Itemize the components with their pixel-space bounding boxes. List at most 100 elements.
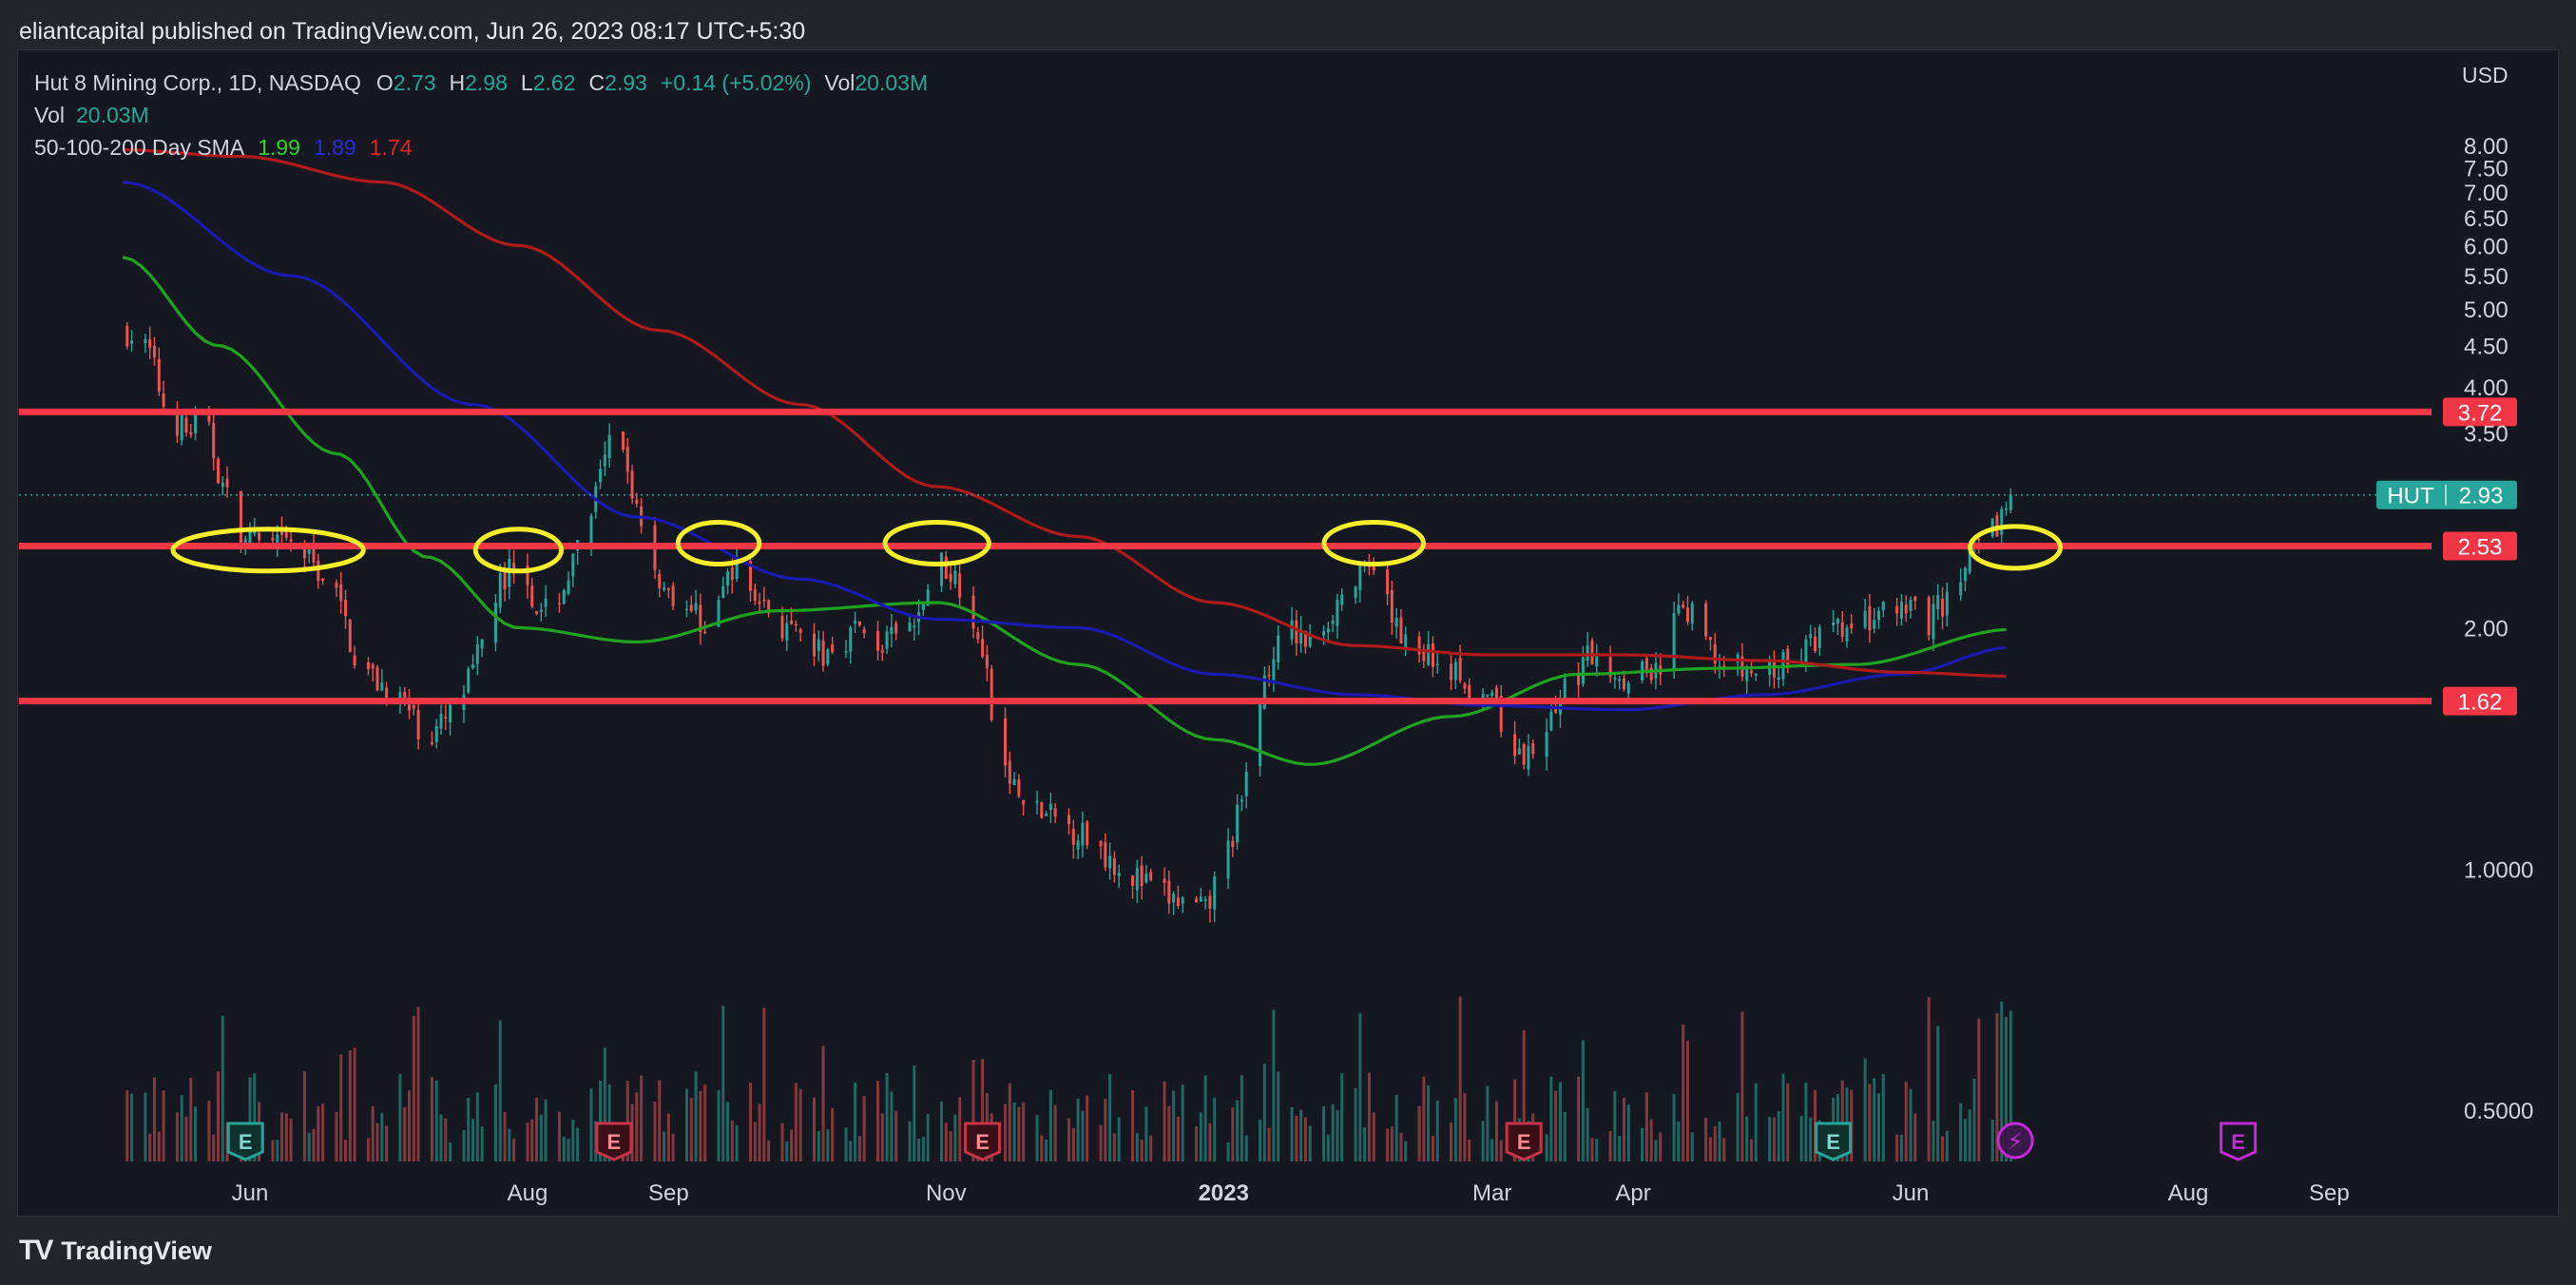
candle-body	[398, 692, 402, 702]
level-price-tag	[2443, 686, 2517, 716]
volume-bar	[971, 1060, 975, 1161]
candle-body	[1618, 679, 1622, 681]
tradingview-logo[interactable]: TV TradingView	[19, 1235, 212, 1267]
candle-body	[1850, 623, 1854, 629]
candle-body	[976, 632, 980, 640]
candle-body	[162, 393, 165, 407]
candle-body	[1048, 803, 1052, 810]
publication-bar: eliantcapital published on TradingView.c…	[0, 0, 2576, 63]
volume-bar	[1868, 1084, 1872, 1161]
volume-bar	[539, 1114, 543, 1161]
candle-body	[366, 662, 370, 670]
volume-bar	[1236, 1100, 1240, 1161]
candle-body	[375, 667, 379, 691]
candle-body	[699, 604, 702, 632]
y-axis-tick-label: 4.00	[2464, 375, 2509, 401]
volume-bar	[1354, 1087, 1357, 1161]
volume-bar	[348, 1050, 352, 1161]
volume-bar	[562, 1137, 566, 1161]
volume-bar	[1181, 1084, 1184, 1161]
volume-bar	[1012, 1103, 1016, 1161]
volume-bar	[1017, 1106, 1021, 1161]
candle-body	[258, 532, 261, 541]
volume-bar	[953, 1114, 957, 1161]
volume-bar	[557, 1111, 561, 1161]
volume-bar	[194, 1106, 198, 1161]
sma-indicator-label[interactable]: 50-100-200 Day SMA	[34, 135, 245, 160]
candle-body	[817, 639, 820, 652]
candle-body	[1086, 821, 1089, 846]
volume-bar	[1704, 1118, 1708, 1161]
volume-bar	[1272, 1009, 1276, 1161]
volume-bar	[1863, 1058, 1867, 1161]
volume-bar	[2009, 1010, 2012, 1161]
candle-body	[344, 600, 348, 617]
candle-body	[1736, 654, 1740, 662]
volume-bar	[1972, 1078, 1976, 1161]
volume-bar	[371, 1105, 375, 1161]
candle-body	[2000, 508, 2004, 535]
last-price-tag	[2376, 480, 2517, 509]
volume-bar	[1618, 1136, 1622, 1161]
level-price-tag	[2443, 531, 2517, 561]
candle-body	[1390, 589, 1394, 623]
volume-bar	[471, 1119, 475, 1161]
volume-bar	[694, 1071, 698, 1161]
candle-body	[317, 561, 320, 582]
volume-bar	[1040, 1135, 1044, 1161]
volume-bar	[603, 1047, 606, 1161]
candle-body	[276, 534, 279, 545]
volume-bar	[366, 1138, 370, 1161]
annotation-ellipse	[675, 520, 762, 567]
close-label: C	[588, 70, 606, 95]
candle-body	[1754, 673, 1758, 676]
candle-body	[1417, 636, 1421, 655]
candle-body	[635, 499, 639, 505]
candle-body	[1262, 675, 1266, 709]
candle-body	[703, 631, 707, 634]
volume-bar	[813, 1097, 817, 1161]
currency-label[interactable]: USD	[2462, 63, 2509, 87]
volume-bar	[1963, 1119, 1967, 1161]
volume-bar	[1690, 1132, 1694, 1161]
volume-bar	[1240, 1075, 1243, 1161]
volume-bar	[321, 1103, 325, 1161]
volume-bar	[317, 1105, 320, 1161]
candle-body	[1290, 620, 1294, 640]
sma50-value: 1.99	[258, 135, 300, 160]
candle-body	[1308, 636, 1312, 647]
candle-body	[1435, 663, 1439, 665]
volume-bar	[1022, 1102, 1026, 1161]
volume-bar	[640, 1075, 644, 1161]
candle-body	[1386, 569, 1390, 595]
volume-bar	[248, 1077, 252, 1161]
volume-indicator-label[interactable]: Vol	[34, 103, 65, 127]
volume-bar	[735, 1124, 739, 1161]
event-marker-label: ⚡	[2008, 1128, 2024, 1155]
event-marker-earnings	[2220, 1122, 2258, 1161]
volume-bar	[876, 1081, 880, 1161]
volume-bar	[1226, 1141, 1230, 1161]
volume-bar	[798, 1088, 802, 1161]
volume-bar	[1745, 1116, 1749, 1161]
y-axis-tick-label: 4.50	[2464, 335, 2509, 360]
volume-bar	[280, 1112, 284, 1161]
volume-bar	[353, 1047, 356, 1161]
footer: TV TradingView	[0, 1217, 2576, 1285]
candle-body	[880, 650, 884, 653]
x-axis-tick-label: Jun	[1893, 1180, 1930, 1206]
volume-bar	[408, 1090, 412, 1161]
candle-body	[430, 741, 433, 745]
candle-body	[535, 611, 539, 615]
volume-bar	[1840, 1080, 1844, 1161]
candle-body	[1704, 603, 1708, 637]
candle-body	[1968, 549, 1971, 573]
volume-bar	[908, 1121, 912, 1161]
symbol-title[interactable]: Hut 8 Mining Corp., 1D, NASDAQ	[34, 70, 361, 95]
candle-body	[1708, 637, 1712, 640]
chart-panel[interactable]	[17, 49, 2559, 1217]
candle-body	[1108, 855, 1112, 869]
candle-body	[790, 620, 794, 624]
open-value: 2.73	[393, 70, 436, 95]
